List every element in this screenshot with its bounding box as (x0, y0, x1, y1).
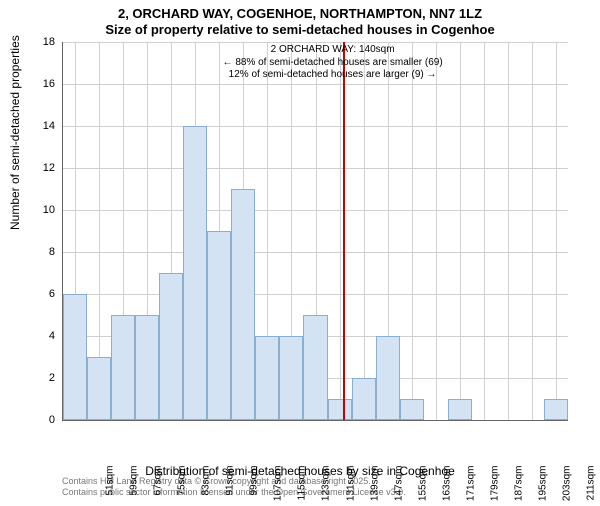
annotation-line3: 12% of semi-detached houses are larger (… (223, 69, 443, 82)
ytick-label: 16 (25, 78, 55, 90)
gridline-v (532, 42, 533, 420)
histogram-bar (135, 315, 159, 420)
ytick-label: 0 (25, 414, 55, 426)
histogram-bar (303, 315, 327, 420)
histogram-bar (183, 126, 207, 420)
histogram-bar (328, 399, 352, 420)
histogram-bar (159, 273, 183, 420)
histogram-bar (376, 336, 400, 420)
gridline-v (364, 42, 365, 420)
histogram-bar (352, 378, 376, 420)
plot-area: 2 ORCHARD WAY: 140sqm← 88% of semi-detac… (62, 42, 568, 421)
histogram-bar (63, 294, 87, 420)
chart-title-main: 2, ORCHARD WAY, COGENHOE, NORTHAMPTON, N… (0, 6, 600, 21)
marker-line (343, 42, 345, 420)
gridline-v (412, 42, 413, 420)
ytick-label: 8 (25, 246, 55, 258)
ytick-label: 10 (25, 204, 55, 216)
annotation-box: 2 ORCHARD WAY: 140sqm← 88% of semi-detac… (223, 44, 443, 82)
histogram-bar (231, 189, 255, 420)
gridline-v (508, 42, 509, 420)
chart-container: 2, ORCHARD WAY, COGENHOE, NORTHAMPTON, N… (0, 0, 600, 500)
histogram-bar (400, 399, 424, 420)
histogram-bar (255, 336, 279, 420)
gridline-v (460, 42, 461, 420)
histogram-bar (544, 399, 568, 420)
ytick-label: 4 (25, 330, 55, 342)
ytick-label: 2 (25, 372, 55, 384)
ytick-label: 6 (25, 288, 55, 300)
ytick-label: 12 (25, 162, 55, 174)
histogram-bar (207, 231, 231, 420)
chart-title-sub: Size of property relative to semi-detach… (0, 22, 600, 37)
ytick-label: 18 (25, 36, 55, 48)
histogram-bar (87, 357, 111, 420)
histogram-bar (448, 399, 472, 420)
gridline-v (436, 42, 437, 420)
y-axis-label: Number of semi-detached properties (8, 35, 22, 230)
annotation-line2: ← 88% of semi-detached houses are smalle… (223, 57, 443, 70)
gridline-v (484, 42, 485, 420)
histogram-bar (111, 315, 135, 420)
annotation-line1: 2 ORCHARD WAY: 140sqm (223, 44, 443, 57)
gridline-v (556, 42, 557, 420)
ytick-label: 14 (25, 120, 55, 132)
histogram-bar (279, 336, 303, 420)
gridline-v (340, 42, 341, 420)
